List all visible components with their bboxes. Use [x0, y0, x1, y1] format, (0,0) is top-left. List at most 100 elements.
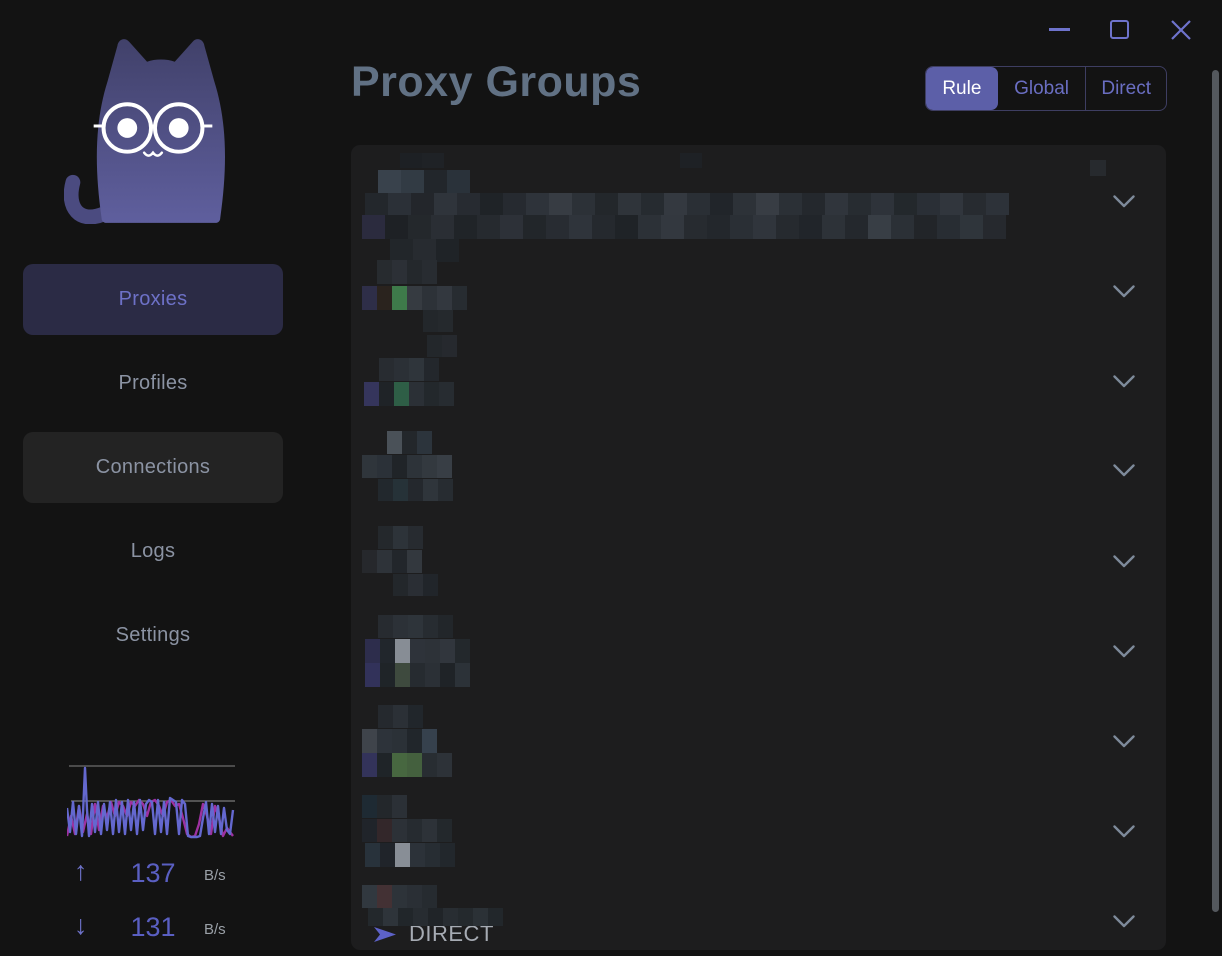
redacted-block — [425, 843, 440, 867]
redacted-block — [917, 193, 940, 215]
redacted-block — [413, 908, 428, 926]
chevron-down-icon[interactable] — [1113, 645, 1135, 658]
redacted-block — [400, 153, 422, 168]
sidebar-item-proxies[interactable]: Proxies — [23, 264, 283, 335]
chevron-down-icon[interactable] — [1113, 464, 1135, 477]
cat-tail — [64, 174, 111, 224]
chevron-down-icon[interactable] — [1113, 555, 1135, 568]
sidebar-item-settings[interactable]: Settings — [23, 600, 283, 671]
redacted-block — [523, 215, 546, 239]
redacted-block — [455, 663, 470, 687]
redacted-block — [390, 239, 413, 262]
redacted-block — [407, 550, 422, 573]
redacted-block — [393, 526, 408, 549]
redacted-block — [1090, 160, 1106, 176]
redacted-block — [422, 729, 437, 753]
proxy-group[interactable] — [351, 335, 1166, 406]
upload-traffic-line — [67, 766, 235, 839]
maximize-icon[interactable] — [1110, 20, 1129, 39]
proxy-group[interactable] — [351, 260, 1166, 332]
chevron-down-icon[interactable] — [1113, 735, 1135, 748]
redacted-block — [983, 215, 1006, 239]
download-speed-value: 131 — [130, 912, 176, 942]
mode-global-button[interactable]: Global — [998, 67, 1087, 110]
redacted-block — [395, 639, 410, 663]
proxy-group[interactable] — [351, 615, 1166, 687]
redacted-block — [394, 358, 409, 381]
scrollbar-thumb[interactable] — [1212, 70, 1219, 912]
redacted-block — [407, 455, 422, 478]
close-icon[interactable] — [1170, 19, 1192, 41]
redacted-block — [438, 479, 453, 501]
redacted-block — [423, 479, 438, 501]
redacted-block — [424, 358, 439, 381]
redacted-block — [410, 663, 425, 687]
sidebar-item-connections[interactable]: Connections — [23, 432, 283, 503]
redacted-block — [680, 153, 702, 168]
redacted-block — [393, 705, 408, 728]
redacted-block — [422, 819, 437, 842]
redacted-block — [408, 479, 423, 501]
redacted-block — [380, 843, 395, 867]
redacted-block — [914, 215, 937, 239]
redacted-block — [437, 753, 452, 777]
redacted-block — [664, 193, 687, 215]
redacted-block — [428, 908, 443, 926]
sidebar-item-label: Settings — [115, 624, 191, 646]
redacted-block — [753, 215, 776, 239]
proxy-group[interactable] — [351, 526, 1166, 596]
redacted-block — [756, 193, 779, 215]
mode-direct-button[interactable]: Direct — [1086, 67, 1166, 110]
redacted-block — [546, 215, 569, 239]
redacted-block — [378, 170, 401, 193]
redacted-block — [378, 479, 393, 501]
redacted-block — [392, 885, 407, 908]
proxy-group[interactable] — [351, 885, 1166, 931]
redacted-block — [362, 795, 377, 818]
redacted-block — [411, 193, 434, 215]
redacted-block — [407, 729, 422, 753]
send-arrow-icon — [374, 926, 396, 942]
redacted-block — [480, 193, 503, 215]
sidebar-item-profiles[interactable]: Profiles — [23, 348, 283, 419]
mode-rule-button[interactable]: Rule — [926, 67, 998, 110]
proxy-group[interactable] — [351, 153, 1166, 262]
redacted-block — [776, 215, 799, 239]
redacted-block — [392, 260, 407, 284]
chevron-down-icon[interactable] — [1113, 915, 1135, 928]
redacted-block — [377, 819, 392, 842]
redacted-block — [408, 705, 423, 728]
redacted-block — [687, 193, 710, 215]
redacted-block — [365, 639, 380, 663]
cat-mouth — [142, 150, 164, 157]
chevron-down-icon[interactable] — [1113, 825, 1135, 838]
redacted-block — [442, 335, 457, 357]
redacted-block — [408, 574, 423, 596]
proxy-group[interactable] — [351, 795, 1166, 867]
chevron-down-icon[interactable] — [1113, 285, 1135, 298]
redacted-block — [427, 335, 442, 357]
cat-body — [96, 39, 225, 223]
redacted-block — [779, 193, 802, 215]
minimize-icon[interactable] — [1049, 28, 1070, 31]
redacted-block — [891, 215, 914, 239]
chevron-down-icon[interactable] — [1113, 375, 1135, 388]
arrow-up-icon: ↑ — [74, 856, 88, 886]
sidebar-item-label: Logs — [130, 540, 176, 562]
redacted-block — [868, 215, 891, 239]
redacted-block — [392, 455, 407, 478]
redacted-block — [395, 663, 410, 687]
proxy-group[interactable] — [351, 705, 1166, 777]
sidebar-item-logs[interactable]: Logs — [23, 516, 283, 587]
redacted-block — [437, 819, 452, 842]
proxy-group[interactable] — [351, 431, 1166, 501]
redacted-block — [377, 795, 392, 818]
chevron-down-icon[interactable] — [1113, 195, 1135, 208]
redacted-block — [362, 550, 377, 573]
download-speed-unit: B/s — [204, 921, 226, 938]
redacted-block — [393, 615, 408, 638]
redacted-block — [549, 193, 572, 215]
redacted-block — [385, 215, 408, 239]
redacted-block — [422, 753, 437, 777]
redacted-block — [434, 193, 457, 215]
